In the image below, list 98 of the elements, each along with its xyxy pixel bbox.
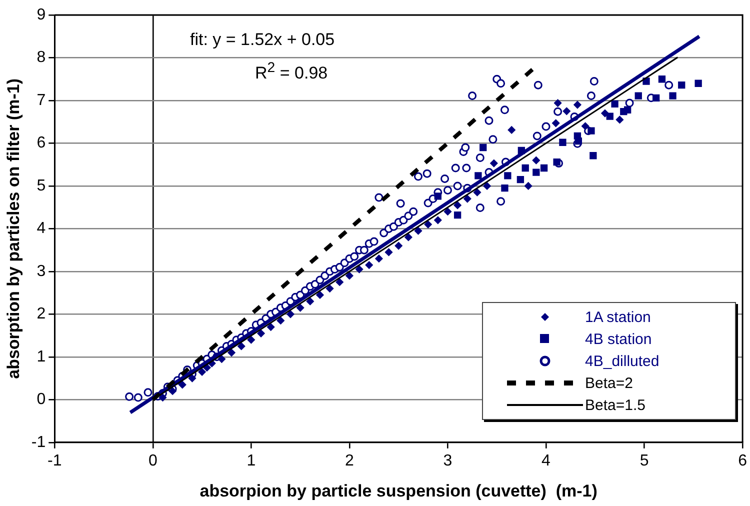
point: [198, 368, 206, 376]
x-axis-title: absorpion by particle suspension (cuvette) (m-1): [200, 481, 598, 500]
x-tick-label: 3: [443, 452, 452, 470]
point: [616, 116, 624, 124]
point: [552, 119, 560, 127]
point: [582, 122, 590, 130]
point: [385, 248, 393, 256]
point: [678, 82, 686, 89]
point: [228, 348, 236, 356]
annotation: fit: y = 1.52x + 0.05: [190, 30, 335, 50]
point: [267, 323, 275, 331]
y-tick-label: 0: [36, 391, 46, 408]
point: [658, 76, 666, 83]
point: [424, 220, 432, 228]
point: [454, 211, 462, 219]
y-tick-label: 6: [36, 134, 46, 152]
legend-label: 4B station: [585, 330, 652, 348]
y-tick-label: 1: [36, 348, 46, 366]
point: [508, 126, 516, 134]
point: [257, 330, 265, 338]
point: [444, 208, 452, 216]
point: [375, 254, 383, 262]
point: [414, 227, 422, 235]
point: [473, 188, 481, 196]
point: [306, 298, 314, 306]
point: [516, 176, 524, 184]
point: [238, 342, 246, 350]
point: [501, 184, 508, 192]
point: [634, 92, 642, 100]
point: [336, 278, 344, 286]
point: [158, 394, 166, 402]
point: [611, 100, 618, 108]
point: [434, 216, 442, 224]
point: [574, 138, 582, 145]
point: [524, 182, 532, 190]
point: [434, 192, 442, 200]
point: [553, 158, 560, 166]
x-tick-label: -1: [48, 452, 62, 470]
point: [454, 201, 462, 209]
point: [464, 195, 472, 203]
legend-label: 4B_dilluted: [585, 352, 660, 370]
point: [188, 374, 196, 382]
x-tick-label: 4: [542, 452, 551, 470]
point: [474, 172, 482, 180]
y-axis-title: absorption by particles on filter (m-1): [4, 78, 23, 379]
point: [276, 316, 284, 324]
point: [590, 152, 597, 160]
point: [562, 107, 570, 115]
point: [574, 101, 582, 109]
point: [642, 78, 650, 85]
point: [356, 266, 364, 274]
x-tick-label: 2: [345, 452, 354, 470]
point: [504, 172, 512, 180]
point: [365, 261, 373, 269]
point: [532, 168, 540, 176]
y-tick-label: 2: [36, 306, 46, 323]
text: Beta=2: [585, 374, 633, 392]
point: [694, 80, 702, 87]
point: [669, 92, 676, 100]
y-tick-label: 7: [36, 92, 46, 109]
point: [218, 355, 226, 363]
point: [326, 284, 334, 292]
point: [404, 234, 412, 241]
point: [624, 106, 632, 114]
point: [168, 387, 176, 395]
x-tick-label: 0: [148, 452, 158, 470]
point: [522, 164, 529, 172]
y-tick-label: 8: [36, 49, 46, 66]
legend-label: 1A station: [585, 308, 651, 326]
y-tick-label: 9: [36, 6, 46, 24]
point: [286, 310, 294, 318]
point: [203, 364, 211, 372]
point: [178, 380, 186, 388]
x-tick-label: 1: [246, 452, 256, 470]
point: [394, 242, 402, 250]
text: Beta=1.5: [585, 396, 646, 414]
point: [606, 112, 614, 120]
point: [296, 304, 304, 312]
point: [346, 272, 354, 280]
point: [532, 156, 540, 164]
point: [483, 182, 491, 190]
x-tick-label: 5: [640, 452, 649, 470]
point: [540, 164, 548, 172]
point: [554, 99, 562, 107]
y-tick-label: 4: [36, 220, 46, 238]
x-tick-label: 6: [738, 452, 748, 470]
point: [588, 127, 595, 134]
y-tick-label: 3: [36, 262, 46, 280]
point: [480, 144, 487, 152]
point: [490, 160, 498, 168]
point: [247, 336, 255, 344]
point: [652, 94, 660, 102]
point: [559, 138, 566, 146]
y-tick-label: 5: [36, 177, 46, 194]
y-tick-label: -1: [31, 434, 46, 451]
annotation: R$^{2}$ = 0.98: [255, 60, 328, 84]
point: [601, 110, 609, 118]
point: [316, 291, 324, 299]
